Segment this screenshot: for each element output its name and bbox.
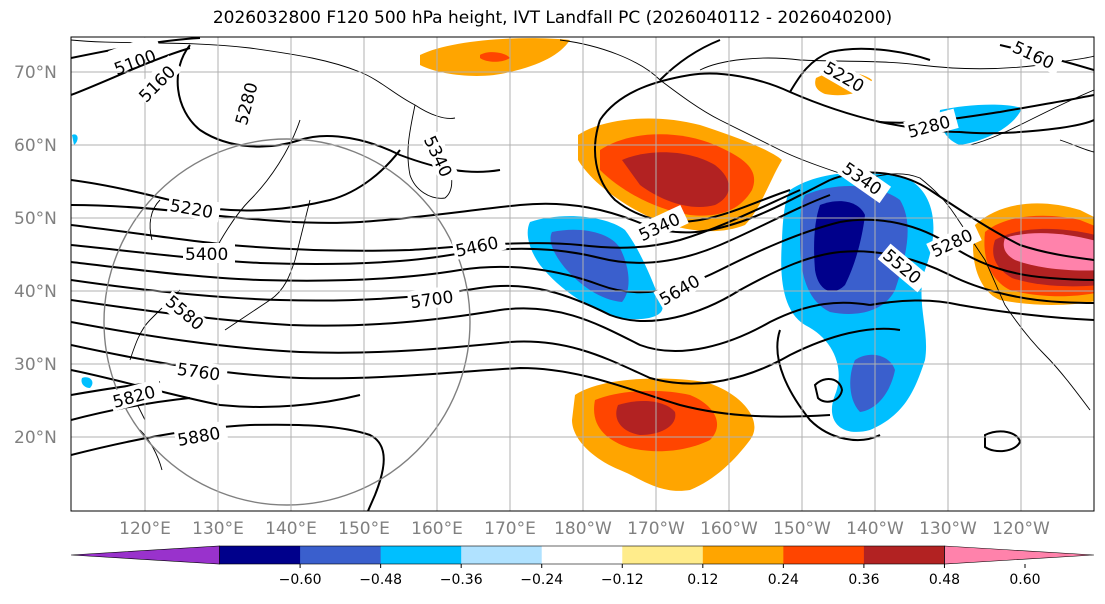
lat-label-70: 70°N [14,63,57,83]
colorbar-tick-label: 0.12 [687,572,718,588]
colorbar-extend-min [70,545,220,565]
colorbar-tick-label: −0.36 [440,572,483,588]
colorbar-segment [863,546,945,564]
colorbar-extend-max [944,545,1095,565]
lon-label-140e: 140°E [265,519,317,539]
colorbar-segment [219,546,301,564]
lat-label-50: 50°N [14,209,57,229]
lat-label-60: 60°N [14,136,57,156]
contour-labels: 5100 5160 5280 5340 5220 5400 5460 5580 … [108,37,1064,451]
colorbar-segment [702,546,784,564]
lat-labels: 70°N 60°N 50°N 40°N 30°N 20°N [14,63,57,448]
colorbar-segment [622,546,704,564]
lon-labels: 120°E 130°E 140°E 150°E 160°E 170°E 180°… [119,519,1050,539]
colorbar-tick-label: −0.24 [520,572,563,588]
contour-label-5400: 5400 [185,245,228,265]
lon-label-150w: 150°W [773,519,831,539]
colorbar-segment [783,546,865,564]
lon-label-130e: 130°E [192,519,244,539]
colorbar-tick-label: 0.60 [1009,572,1040,588]
lat-label-30: 30°N [14,355,57,375]
map-title: 2026032800 F120 500 hPa height, IVT Land… [212,8,893,28]
lon-label-120e: 120°E [119,519,171,539]
colorbar-tick-label: 0.24 [768,572,799,588]
lon-label-130w: 130°W [919,519,977,539]
graticule [71,37,1094,511]
lat-label-20: 20°N [14,428,57,448]
lon-label-170w: 170°W [627,519,685,539]
lon-label-150e: 150°E [338,519,390,539]
colorbar-tick-label: 0.48 [929,572,960,588]
map-frame [70,36,1095,512]
lat-label-40: 40°N [14,282,57,302]
lon-label-160w: 160°W [700,519,758,539]
colorbar-tick-label: −0.60 [279,572,322,588]
lon-label-160e: 160°E [411,519,463,539]
colorbar-segment [300,546,382,564]
colorbar-segment [380,546,462,564]
lon-label-120w: 120°W [992,519,1050,539]
lon-label-170e: 170°E [484,519,536,539]
lon-label-180w: 180°W [554,519,612,539]
colorbar-tick-label: −0.12 [601,572,644,588]
colorbar-segment [461,546,543,564]
colorbar: −0.60 −0.48 −0.36 −0.24 −0.12 0.12 0.24 0.36 0.4… [70,545,1095,588]
lon-label-140w: 140°W [846,519,904,539]
colorbar-tick-label: 0.36 [848,572,879,588]
colorbar-segment [541,546,623,564]
colorbar-tick-label: −0.48 [359,572,402,588]
landfall-region-circle [103,138,471,506]
